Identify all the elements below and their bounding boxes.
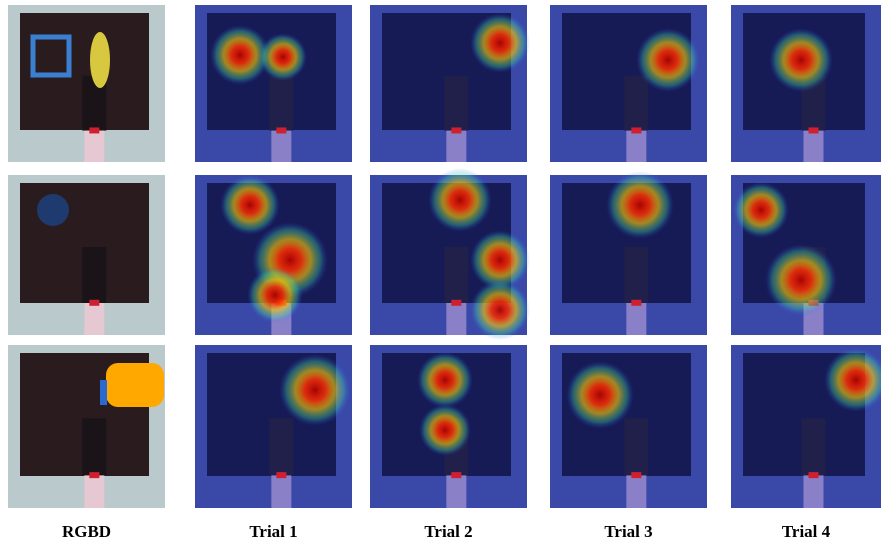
cup xyxy=(37,194,69,226)
gripper-body xyxy=(82,247,107,303)
heat-blob xyxy=(279,354,351,426)
gripper-tag xyxy=(276,472,287,479)
image-panel xyxy=(195,175,352,335)
gripper-arm xyxy=(271,130,292,162)
gripper-tag xyxy=(276,127,287,134)
gripper-arm xyxy=(803,130,824,162)
heat-blob xyxy=(470,13,530,73)
heat-blob xyxy=(636,28,700,92)
column-label: Trial 3 xyxy=(604,522,652,541)
gripper-tag xyxy=(451,472,462,479)
gripper-arm xyxy=(84,475,105,508)
gripper-body xyxy=(269,418,294,476)
image-panel xyxy=(195,5,352,162)
image-panel xyxy=(731,345,881,508)
image-panel xyxy=(731,175,881,335)
gripper-arm xyxy=(803,475,824,508)
gripper-arm xyxy=(446,475,467,508)
gripper-body xyxy=(624,418,649,476)
heat-blob xyxy=(417,352,473,408)
gripper-tag xyxy=(808,127,819,134)
heat-blob xyxy=(824,348,881,412)
heat-blob xyxy=(259,33,307,81)
gripper-body xyxy=(624,247,649,303)
heat-blob xyxy=(419,404,471,456)
heat-blob xyxy=(220,175,280,235)
image-panel xyxy=(370,168,530,340)
heat-blob xyxy=(566,361,634,429)
heat-blob xyxy=(247,267,303,323)
gripper-tag xyxy=(631,299,642,306)
column-label: RGBD xyxy=(62,522,111,541)
column-label: Trial 1 xyxy=(249,522,297,541)
gripper-arm xyxy=(626,303,647,335)
gripper-tag xyxy=(631,127,642,134)
heat-blob xyxy=(733,182,789,238)
gripper-arm xyxy=(271,475,292,508)
gripper-tag xyxy=(808,472,819,479)
panels xyxy=(8,5,881,508)
gripper-tag xyxy=(89,299,100,306)
image-panel xyxy=(8,345,165,508)
gripper-arm xyxy=(84,303,105,335)
column-label: Trial 4 xyxy=(782,522,831,541)
gripper-tag xyxy=(89,472,100,479)
image-panel xyxy=(8,5,165,162)
gripper-body xyxy=(269,75,294,131)
heat-blob xyxy=(606,171,674,239)
image-panel xyxy=(370,345,527,508)
gripper-body xyxy=(82,418,107,476)
image-panel xyxy=(8,175,165,335)
gripper-tag xyxy=(89,127,100,134)
column-labels: RGBD Trial 1 Trial 2 Trial 3 Trial 4 xyxy=(62,522,831,541)
image-panel xyxy=(370,5,530,162)
image-panel xyxy=(550,345,707,508)
heat-blob xyxy=(769,28,833,92)
heat-blob xyxy=(470,230,530,290)
heat-blob xyxy=(470,280,530,340)
gripper-tag xyxy=(451,299,462,306)
gripper-body xyxy=(444,75,469,131)
blue-block xyxy=(100,380,107,405)
blue-square xyxy=(30,34,72,78)
heat-blob xyxy=(428,168,492,232)
image-panel xyxy=(195,345,352,508)
gripper-arm xyxy=(446,130,467,162)
gripper-body xyxy=(444,247,469,303)
image-panel xyxy=(550,171,707,335)
gripper-arm xyxy=(446,303,467,335)
heat-blob xyxy=(765,244,837,316)
gripper-tag xyxy=(451,127,462,134)
gripper-body xyxy=(801,418,826,476)
image-panel xyxy=(731,5,881,162)
shape-toy xyxy=(106,363,164,407)
gripper-arm xyxy=(626,130,647,162)
column-label: Trial 2 xyxy=(424,522,472,541)
gripper-arm xyxy=(84,130,105,162)
banana xyxy=(90,32,110,88)
gripper-tag xyxy=(631,472,642,479)
heat-blob xyxy=(210,25,270,85)
gripper-arm xyxy=(626,475,647,508)
gripper-body xyxy=(624,75,649,131)
image-panel xyxy=(550,5,707,162)
